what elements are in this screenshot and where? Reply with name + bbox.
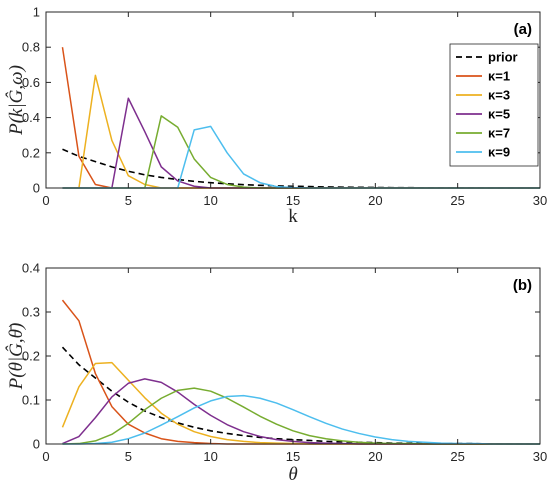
- x-tick-label: 30: [533, 449, 547, 464]
- x-tick-label: 20: [368, 193, 382, 208]
- x-tick-label: 25: [450, 193, 464, 208]
- legend-entry: prior: [488, 50, 518, 65]
- y-axis-label: P(k|Ĝ,ω): [5, 65, 27, 136]
- panel-b: 0 5 10 15 20 25 30 0 0.1 0.2 0.3 0.4 θ P(θ|Ĝ,θ̄) (b): [5, 261, 547, 486]
- y-axis-label: P(θ|Ĝ,θ̄): [5, 323, 27, 391]
- legend-entry: κ=3: [488, 88, 510, 103]
- x-tick-label: 20: [368, 449, 382, 464]
- series-line-kappa-1: [61, 299, 540, 445]
- x-axis-label: k: [288, 206, 298, 227]
- y-tick-label: 0.1: [22, 393, 40, 408]
- y-tick-label: 0.2: [22, 349, 40, 364]
- x-tick-label: 30: [533, 193, 547, 208]
- x-tick-label: 15: [286, 193, 300, 208]
- y-tick-label: 1: [33, 5, 40, 20]
- x-tick-label: 0: [42, 193, 49, 208]
- x-tick-label: 25: [450, 449, 464, 464]
- panel-tag: (b): [513, 277, 532, 294]
- y-tick-label: 0: [33, 437, 40, 452]
- x-axis-label: θ: [288, 464, 297, 485]
- y-tick-label: 0.4: [22, 110, 40, 125]
- x-tick-label: 10: [203, 193, 217, 208]
- legend-entry: κ=7: [488, 126, 510, 141]
- legend-entry: κ=1: [488, 69, 510, 84]
- y-tick-label: 0.3: [22, 305, 40, 320]
- x-tick-label: 5: [125, 449, 132, 464]
- legend-box: [449, 43, 539, 167]
- series-line-kappa-2: [61, 361, 540, 445]
- axes-frame: [45, 267, 541, 445]
- series-line-kappa-4: [62, 387, 540, 445]
- x-tick-label: 0: [42, 449, 49, 464]
- legend-entry: κ=5: [488, 107, 510, 122]
- x-tick-label: 10: [203, 449, 217, 464]
- x-tick-label: 5: [125, 193, 132, 208]
- y-tick-label: 0.4: [22, 261, 40, 276]
- series-line-prior: [61, 346, 540, 445]
- x-tick-label: 15: [286, 449, 300, 464]
- y-tick-label: 0.6: [22, 75, 40, 90]
- y-tick-label: 0.8: [22, 40, 40, 55]
- panel-tag: (a): [514, 21, 532, 38]
- y-tick-label: 0.2: [22, 145, 40, 160]
- series-line-kappa-5: [62, 394, 540, 445]
- panel-a: 0 5 10 15 20 25 30 0 0.2 0.4 0.6 0.8 1 k P(k|Ĝ,ω) (a) pr…: [5, 5, 547, 228]
- legend-entry: κ=9: [488, 145, 510, 160]
- series-line-kappa-3: [62, 378, 540, 445]
- y-tick-label: 0: [33, 181, 40, 196]
- legend: prior κ=1 κ=3 κ=5 κ=7 κ=9: [449, 43, 539, 167]
